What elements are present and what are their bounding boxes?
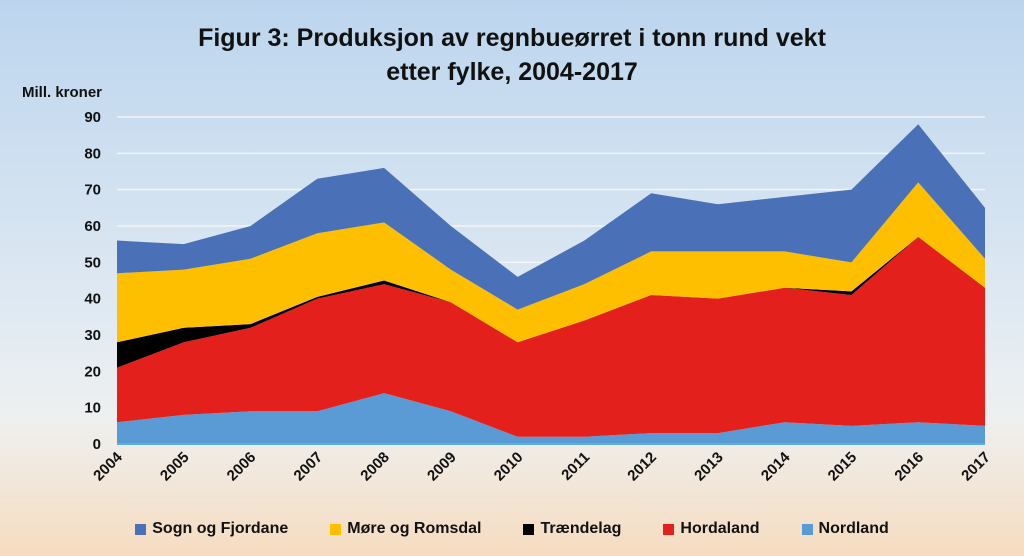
- x-tick-label: 2011: [558, 449, 593, 484]
- legend-item: Sogn og Fjordane: [135, 520, 288, 538]
- x-tick-label: 2010: [491, 449, 527, 485]
- x-tick-label: 2015: [825, 449, 861, 485]
- legend-swatch: [330, 523, 342, 535]
- area-nordland: [117, 393, 985, 444]
- x-tick-label: 2006: [224, 449, 260, 485]
- legend-label: Hordaland: [680, 520, 760, 537]
- y-tick-label: 70: [84, 182, 101, 199]
- area-m-re-og-romsdal: [117, 182, 985, 343]
- y-tick-label: 20: [84, 363, 101, 380]
- legend-label: Sogn og Fjordane: [152, 520, 289, 537]
- area-sogn-og-fjordane: [117, 124, 985, 310]
- legend-label: Trændelag: [540, 520, 622, 537]
- legend-swatch: [663, 523, 675, 535]
- y-tick-label: 10: [84, 400, 101, 417]
- y-tick-label: 80: [84, 145, 101, 162]
- y-tick-label: 0: [93, 436, 101, 453]
- x-tick-label: 2017: [958, 449, 994, 485]
- legend: Sogn og Fjordane Møre og Romsdal Trændelag…: [0, 520, 1024, 538]
- legend-item: Møre og Romsdal: [330, 520, 481, 538]
- legend-item: Hordaland: [663, 520, 760, 538]
- y-tick-label: 90: [84, 109, 101, 126]
- y-tick-label: 40: [84, 291, 101, 308]
- y-tick-label: 50: [84, 254, 101, 271]
- legend-label: Nordland: [818, 520, 889, 537]
- x-tick-label: 2012: [624, 449, 660, 485]
- legend-item: Nordland: [801, 520, 889, 538]
- chart-title-line1: Figur 3: Produksjon av regnbueørret i to…: [198, 24, 826, 52]
- y-axis-label: Mill. kroner: [22, 84, 103, 101]
- legend-swatch: [523, 523, 535, 535]
- legend-swatch: [135, 523, 147, 535]
- legend-swatch: [801, 523, 813, 535]
- y-tick-label: 60: [84, 218, 101, 235]
- chart-title-line2: etter fylke, 2004-2017: [386, 58, 638, 86]
- x-tick-label: 2016: [891, 449, 927, 485]
- x-tick-label: 2009: [424, 449, 460, 485]
- y-tick-label: 30: [84, 327, 101, 344]
- area-hordaland: [117, 236, 985, 437]
- x-tick-label: 2013: [691, 449, 727, 485]
- x-tick-label: 2014: [758, 448, 794, 484]
- x-tick-label: 2005: [157, 449, 193, 485]
- legend-label: Møre og Romsdal: [347, 520, 482, 537]
- x-tick-label: 2008: [357, 449, 393, 485]
- legend-item: Trændelag: [523, 520, 621, 538]
- x-tick-label: 2007: [291, 449, 327, 485]
- x-tick-label: 2004: [90, 448, 126, 484]
